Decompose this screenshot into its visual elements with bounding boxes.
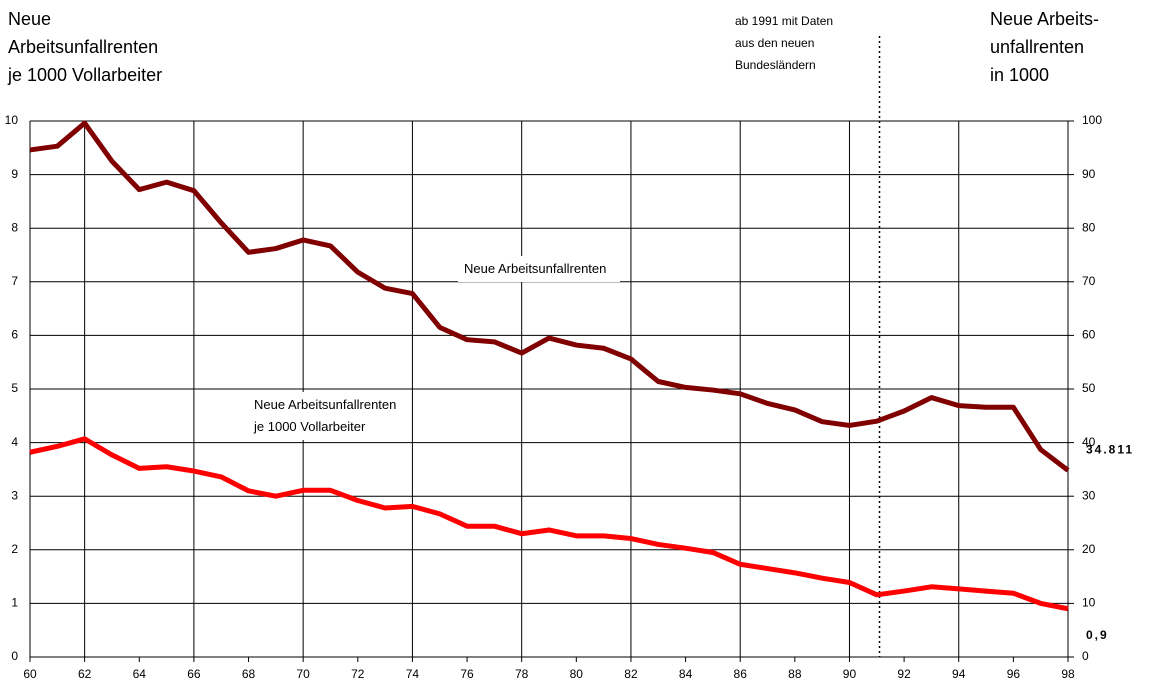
y-tick-label: 3: [11, 488, 18, 502]
x-tick-label: 74: [406, 667, 420, 681]
series-line: [29, 436, 1069, 612]
series-label: Neue Arbeitsunfallrenten: [458, 256, 620, 282]
y2-tick-label: 10: [1082, 596, 1096, 610]
y2-axis-title: unfallrenten: [990, 37, 1084, 57]
x-tick-label: 92: [897, 667, 911, 681]
y2-tick-label: 90: [1082, 167, 1096, 181]
y-tick-label: 2: [11, 542, 18, 556]
y2-tick-label: 40: [1082, 435, 1096, 449]
y2-axis-title: Neue Arbeits-: [990, 9, 1099, 29]
y-tick-label: 6: [11, 328, 18, 342]
y2-tick-label: 0: [1082, 649, 1089, 663]
y-axis-title: je 1000 Vollarbeiter: [7, 65, 162, 85]
data-label: 0,9: [1086, 628, 1109, 642]
x-tick-label: 62: [78, 667, 92, 681]
y-tick-label: 9: [11, 167, 18, 181]
x-tick-label: 78: [515, 667, 529, 681]
x-tick-label: 72: [351, 667, 365, 681]
y-tick-label: 4: [11, 435, 18, 449]
x-tick-label: 96: [1007, 667, 1021, 681]
y2-tick-label: 60: [1082, 328, 1096, 342]
y2-tick-label: 20: [1082, 542, 1096, 556]
x-tick-label: 90: [843, 667, 857, 681]
annotation: Bundesländern: [735, 58, 816, 72]
y-axis-title: Arbeitsunfallrenten: [8, 37, 158, 57]
x-tick-label: 98: [1061, 667, 1075, 681]
y2-axis-title: in 1000: [990, 65, 1049, 85]
x-tick-label: 84: [679, 667, 693, 681]
y2-tick-label: 70: [1082, 274, 1096, 288]
x-tick-label: 80: [570, 667, 584, 681]
series-label: Neue Arbeitsunfallrenten je 1000 Vollarb…: [248, 392, 410, 440]
y-tick-label: 5: [11, 381, 18, 395]
y2-tick-label: 50: [1082, 381, 1096, 395]
x-tick-label: 66: [187, 667, 201, 681]
y2-tick-label: 100: [1082, 113, 1102, 127]
y-tick-label: 0: [11, 649, 18, 663]
x-tick-label: 94: [952, 667, 966, 681]
x-tick-label: 60: [23, 667, 37, 681]
x-tick-label: 86: [734, 667, 748, 681]
annotation: ab 1991 mit Daten: [735, 14, 833, 28]
y-tick-label: 7: [11, 274, 18, 288]
x-tick-label: 68: [242, 667, 256, 681]
x-tick-label: 70: [296, 667, 310, 681]
series-line: [29, 120, 1070, 473]
y-tick-label: 1: [11, 596, 18, 610]
x-tick-label: 64: [133, 667, 147, 681]
y-tick-label: 8: [11, 220, 18, 234]
x-tick-label: 82: [624, 667, 638, 681]
y-tick-label: 10: [5, 113, 19, 127]
x-tick-label: 88: [788, 667, 802, 681]
y2-tick-label: 30: [1082, 488, 1096, 502]
y-axis-title: Neue: [8, 9, 51, 29]
x-tick-label: 76: [460, 667, 474, 681]
y2-tick-label: 80: [1082, 220, 1096, 234]
data-label: 34.811: [1086, 443, 1134, 457]
annotation: aus den neuen: [735, 36, 814, 50]
